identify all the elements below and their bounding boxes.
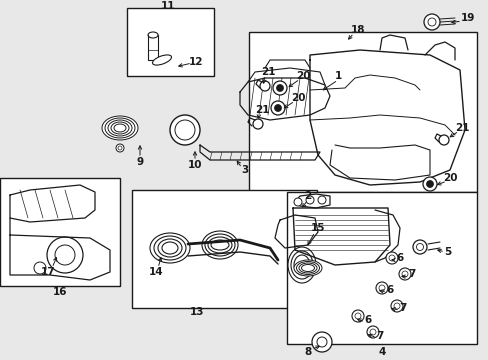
- Bar: [127, 8, 214, 76]
- Circle shape: [398, 268, 410, 280]
- Text: 19: 19: [460, 13, 474, 23]
- Ellipse shape: [150, 233, 190, 263]
- Circle shape: [388, 255, 394, 261]
- Ellipse shape: [202, 231, 238, 259]
- Circle shape: [393, 303, 399, 309]
- Circle shape: [351, 310, 363, 322]
- Circle shape: [385, 252, 397, 264]
- Circle shape: [378, 285, 384, 291]
- Circle shape: [412, 240, 426, 254]
- Text: 14: 14: [148, 267, 163, 277]
- Circle shape: [438, 135, 448, 145]
- Text: 15: 15: [310, 223, 325, 233]
- Ellipse shape: [148, 32, 158, 38]
- Circle shape: [316, 337, 326, 347]
- Text: 21: 21: [454, 123, 468, 133]
- Text: 2: 2: [304, 191, 311, 201]
- Text: 9: 9: [136, 157, 143, 167]
- Circle shape: [34, 262, 46, 274]
- Circle shape: [118, 146, 122, 150]
- Text: 21: 21: [260, 67, 275, 77]
- Text: 16: 16: [53, 287, 67, 297]
- Text: 7: 7: [407, 269, 415, 279]
- Text: 18: 18: [350, 25, 365, 35]
- Text: 20: 20: [442, 173, 456, 183]
- Circle shape: [274, 104, 281, 112]
- Text: 7: 7: [399, 303, 406, 313]
- Text: 1: 1: [334, 71, 341, 81]
- Circle shape: [366, 326, 378, 338]
- Text: 3: 3: [241, 165, 248, 175]
- Bar: [286, 192, 476, 344]
- Circle shape: [252, 119, 263, 129]
- Text: 6: 6: [396, 253, 403, 263]
- Circle shape: [175, 120, 195, 140]
- Circle shape: [369, 329, 375, 335]
- Text: 6: 6: [364, 315, 371, 325]
- Circle shape: [260, 81, 269, 91]
- Bar: [248, 32, 476, 192]
- Circle shape: [47, 237, 83, 273]
- Bar: [0, 178, 120, 286]
- Circle shape: [55, 245, 75, 265]
- Ellipse shape: [287, 247, 315, 283]
- Text: 6: 6: [386, 285, 393, 295]
- Text: 17: 17: [41, 267, 55, 277]
- Text: 13: 13: [189, 307, 204, 317]
- Text: 10: 10: [187, 160, 202, 170]
- Circle shape: [422, 177, 436, 191]
- Circle shape: [272, 81, 286, 95]
- Bar: [132, 190, 316, 308]
- Circle shape: [270, 101, 285, 115]
- Circle shape: [311, 332, 331, 352]
- Circle shape: [426, 180, 433, 188]
- Text: 21: 21: [254, 105, 269, 115]
- Circle shape: [116, 144, 124, 152]
- Text: 20: 20: [295, 71, 309, 81]
- Text: 8: 8: [304, 347, 311, 357]
- Circle shape: [317, 196, 325, 204]
- Text: 11: 11: [161, 1, 175, 11]
- Circle shape: [416, 243, 423, 251]
- Text: 12: 12: [188, 57, 203, 67]
- Ellipse shape: [293, 260, 321, 276]
- Circle shape: [170, 115, 200, 145]
- Circle shape: [276, 85, 283, 91]
- Ellipse shape: [102, 116, 138, 140]
- Text: 5: 5: [444, 247, 451, 257]
- Text: 4: 4: [378, 347, 385, 357]
- Circle shape: [390, 300, 402, 312]
- Circle shape: [423, 14, 439, 30]
- Circle shape: [354, 313, 360, 319]
- Circle shape: [401, 271, 407, 277]
- Circle shape: [427, 18, 435, 26]
- Circle shape: [375, 282, 387, 294]
- Text: 20: 20: [290, 93, 305, 103]
- Ellipse shape: [152, 55, 171, 65]
- Circle shape: [305, 196, 313, 204]
- Text: 7: 7: [376, 331, 383, 341]
- Circle shape: [293, 198, 302, 206]
